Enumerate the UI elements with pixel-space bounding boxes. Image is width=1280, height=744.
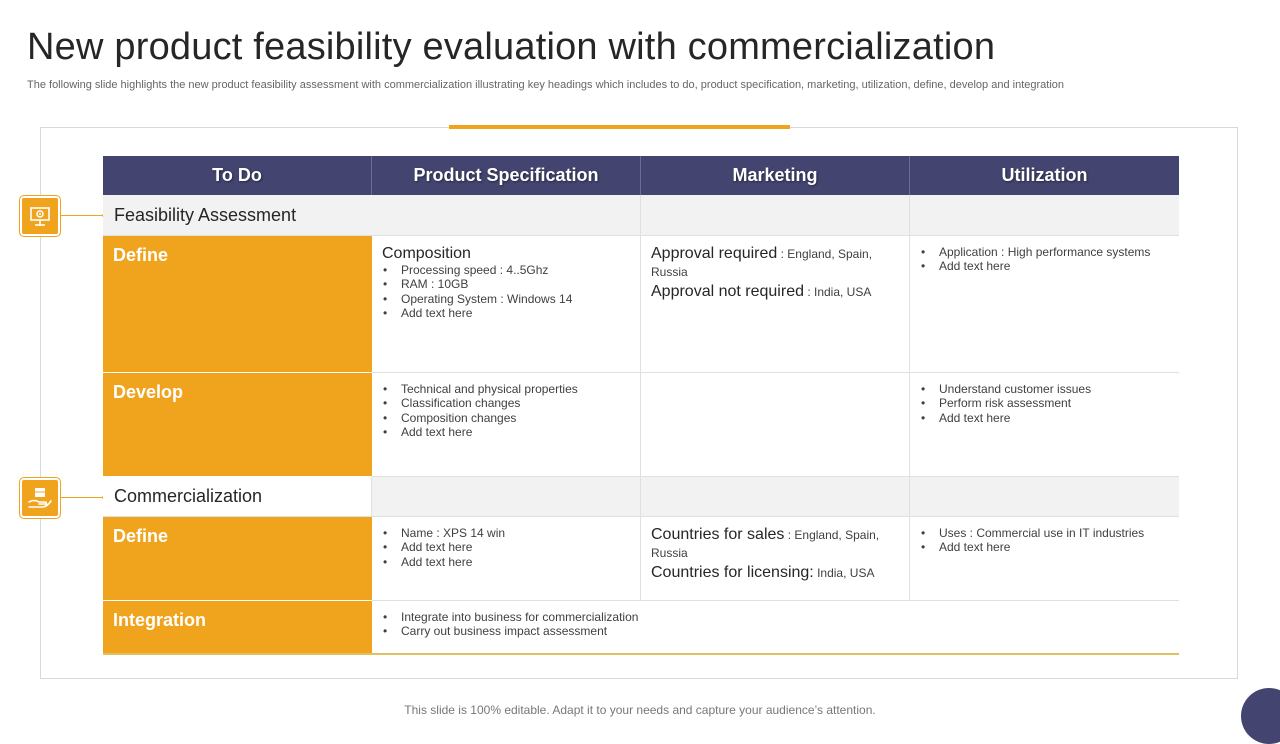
spec-cell: Composition Processing speed : 4..5Ghz R…: [372, 236, 641, 373]
marketing-cell: Approval required : England, Spain, Russ…: [641, 236, 910, 373]
section-commercialization: Commercialization: [103, 477, 372, 517]
feasibility-table: To Do Product Specification Marketing Ut…: [103, 156, 1179, 655]
marketing-value: India, USA: [813, 566, 875, 580]
utilization-list: Application : High performance systems A…: [920, 245, 1169, 274]
marketing-value: : England, Spain, Russia: [651, 528, 880, 560]
list-item: Operating System : Windows 14: [382, 292, 630, 307]
utilization-list: Understand customer issues Perform risk …: [920, 382, 1169, 425]
spec-list: Name : XPS 14 win Add text here Add text…: [382, 526, 630, 569]
hand-box-icon: [20, 478, 60, 518]
marketing-label: Approval required: [651, 245, 778, 262]
marketing-label: Approval not required: [651, 283, 804, 300]
slide-footer: This slide is 100% editable. Adapt it to…: [404, 703, 876, 717]
row-label-define: Define: [103, 517, 372, 601]
marketing-entry: Countries for sales : England, Spain, Ru…: [651, 526, 899, 562]
list-item: Uses : Commercial use in IT industries: [920, 526, 1169, 541]
spec-heading: Composition: [382, 245, 471, 262]
section-cell: [641, 195, 910, 236]
row-label-define: Define: [103, 236, 372, 373]
section-cell: [372, 477, 641, 517]
accent-bar: [449, 125, 790, 129]
list-item: Add text here: [382, 555, 630, 570]
section-cell: [910, 477, 1179, 517]
marketing-label: Countries for sales: [651, 526, 785, 543]
list-item: Carry out business impact assessment: [382, 624, 1169, 639]
marketing-entry: Approval required : England, Spain, Russ…: [651, 245, 899, 281]
marketing-value: : India, USA: [803, 285, 872, 299]
slide-subtitle: The following slide highlights the new p…: [27, 79, 1065, 91]
list-item: Understand customer issues: [920, 382, 1169, 397]
list-item: Add text here: [382, 425, 630, 440]
list-item: Integrate into business for commercializ…: [382, 610, 1169, 625]
list-item: Add text here: [920, 540, 1169, 555]
list-item: Add text here: [382, 306, 630, 321]
list-item: Classification changes: [382, 396, 630, 411]
marketing-entry: Approval not required : India, USA: [651, 283, 899, 301]
slide-title: New product feasibility evaluation with …: [27, 26, 996, 68]
header-marketing: Marketing: [641, 156, 910, 195]
list-item: Add text here: [920, 411, 1169, 426]
list-item: Processing speed : 4..5Ghz: [382, 263, 630, 278]
utilization-cell: Uses : Commercial use in IT industries A…: [910, 517, 1179, 601]
marketing-cell: [641, 373, 910, 477]
connector-line: [61, 497, 103, 498]
utilization-cell: Application : High performance systems A…: [910, 236, 1179, 373]
corner-decoration: [1241, 688, 1280, 744]
spec-cell: Name : XPS 14 win Add text here Add text…: [372, 517, 641, 601]
spec-cell: Technical and physical properties Classi…: [372, 373, 641, 477]
section-cell: [641, 477, 910, 517]
marketing-cell: Countries for sales : England, Spain, Ru…: [641, 517, 910, 601]
section-cell: [910, 195, 1179, 236]
list-item: Application : High performance systems: [920, 245, 1169, 260]
marketing-value: : England, Spain, Russia: [651, 247, 873, 279]
list-item: Add text here: [382, 540, 630, 555]
list-item: Perform risk assessment: [920, 396, 1169, 411]
list-item: Name : XPS 14 win: [382, 526, 630, 541]
section-feasibility-assessment: Feasibility Assessment: [103, 195, 641, 236]
presentation-gear-icon: [20, 196, 60, 236]
spec-list: Technical and physical properties Classi…: [382, 382, 630, 439]
list-item: Composition changes: [382, 411, 630, 426]
integration-list: Integrate into business for commercializ…: [382, 610, 1169, 639]
header-utilization: Utilization: [910, 156, 1179, 195]
spec-list: Processing speed : 4..5Ghz RAM : 10GB Op…: [382, 263, 630, 320]
list-item: RAM : 10GB: [382, 277, 630, 292]
header-todo: To Do: [103, 156, 372, 195]
header-product-specification: Product Specification: [372, 156, 641, 195]
connector-line: [61, 215, 103, 216]
marketing-entry: Countries for licensing: India, USA: [651, 564, 899, 582]
row-label-develop: Develop: [103, 373, 372, 477]
integration-cell: Integrate into business for commercializ…: [372, 601, 1179, 653]
marketing-label: Countries for licensing:: [651, 564, 814, 581]
list-item: Add text here: [920, 259, 1169, 274]
row-label-integration: Integration: [103, 601, 372, 653]
utilization-cell: Understand customer issues Perform risk …: [910, 373, 1179, 477]
list-item: Technical and physical properties: [382, 382, 630, 397]
utilization-list: Uses : Commercial use in IT industries A…: [920, 526, 1169, 555]
